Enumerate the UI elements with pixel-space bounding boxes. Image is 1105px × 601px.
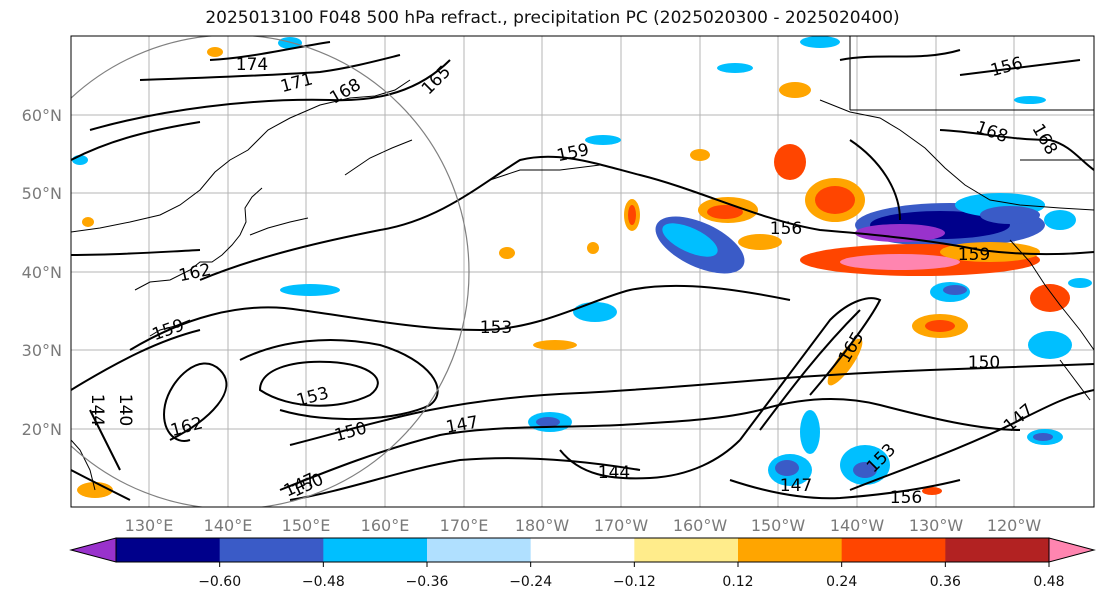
lat-label: 20°N [22, 420, 62, 439]
contour-label: 156 [770, 219, 802, 239]
lon-label: 170°E [440, 516, 489, 535]
lon-label: 180°W [515, 516, 570, 535]
longitude-labels: 130°E 140°E 150°E 160°E 170°E 180°W 170°W 160°W… [125, 516, 1042, 535]
colorbar-segment [945, 538, 1050, 562]
lon-label: 150°E [282, 516, 331, 535]
contour-label: 144 [87, 394, 107, 426]
map-frame [70, 35, 1095, 508]
lon-label: 130°E [125, 516, 174, 535]
projection-outline [71, 36, 470, 507]
colorbar-segment [738, 538, 843, 562]
colorbar-tick-label: −0.12 [613, 574, 656, 590]
contour-label: 147 [780, 476, 812, 496]
colorbar-segment [323, 538, 428, 562]
lat-label: 50°N [22, 184, 62, 203]
coastlines [71, 36, 1094, 491]
colorbar-segment [530, 538, 635, 562]
lon-label: 140°W [830, 516, 885, 535]
colorbar-segment [427, 538, 532, 562]
colorbar-segment [841, 538, 946, 562]
lon-label: 130°W [909, 516, 964, 535]
graticule [71, 36, 1094, 507]
lon-label: 120°W [987, 516, 1042, 535]
lon-label: 160°W [673, 516, 728, 535]
contour-label: 144 [598, 463, 630, 483]
contour-label: 153 [480, 318, 512, 338]
colorbar-extension-low [69, 537, 117, 563]
colorbar-tick-label: −0.24 [509, 574, 552, 590]
lon-label: 150°W [751, 516, 806, 535]
contour-label: 174 [236, 55, 268, 75]
lat-label: 30°N [22, 341, 62, 360]
contour-label: 140 [115, 394, 135, 426]
colorbar-tick-label: −0.36 [406, 574, 449, 590]
lon-label: 160°E [361, 516, 410, 535]
colorbar-segment [116, 538, 221, 562]
shaded-anomalies [72, 36, 1092, 498]
lat-label: 60°N [22, 106, 62, 125]
map-title: 2025013100 F048 500 hPa refract., precip… [205, 8, 900, 28]
colorbar-extension-high [1048, 537, 1096, 563]
colorbar-tick-label: 0.24 [826, 574, 857, 590]
colorbar-segment [634, 538, 739, 562]
colorbar-segment [219, 538, 324, 562]
colorbar-tick-label: 0.12 [722, 574, 753, 590]
contour-label: 156 [890, 488, 922, 508]
colorbar-tick-label: −0.60 [198, 574, 241, 590]
contour-label: 150 [968, 353, 1000, 373]
lat-label: 40°N [22, 263, 62, 282]
contour-label: 159 [958, 245, 990, 265]
colorbar: −0.60 −0.48 −0.36 −0.24 −0.12 0.12 0.24 0.36 0.4… [69, 537, 1096, 590]
colorbar-tick-label: 0.36 [930, 574, 961, 590]
lon-label: 170°W [594, 516, 649, 535]
contours [71, 41, 1094, 501]
lon-label: 140°E [204, 516, 253, 535]
colorbar-frame [115, 537, 1050, 563]
colorbar-tick-label: 0.48 [1033, 574, 1064, 590]
colorbar-tick-label: −0.48 [302, 574, 345, 590]
latitude-labels: 60°N 50°N 40°N 30°N 20°N [22, 106, 62, 439]
